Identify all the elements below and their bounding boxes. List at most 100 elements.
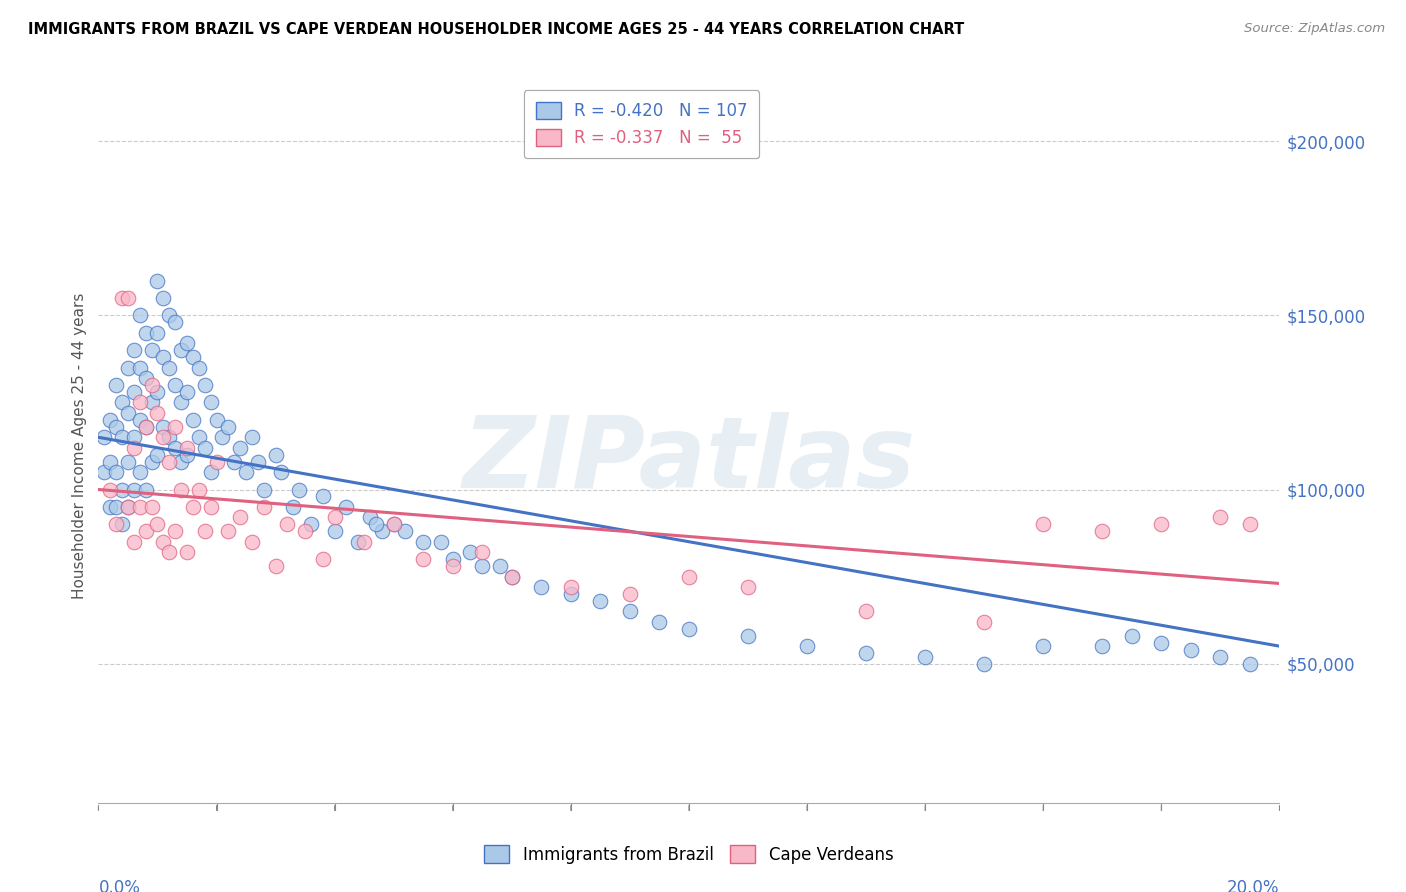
Point bbox=[181, 500, 204, 514]
Point bbox=[117, 406, 139, 420]
Point bbox=[501, 569, 523, 583]
Point bbox=[364, 517, 387, 532]
Point bbox=[105, 517, 128, 532]
Point bbox=[152, 534, 174, 549]
Point bbox=[312, 490, 335, 504]
Point bbox=[128, 309, 150, 323]
Point bbox=[128, 500, 150, 514]
Point bbox=[105, 420, 128, 434]
Point bbox=[128, 413, 150, 427]
Point bbox=[264, 448, 287, 462]
Point bbox=[205, 455, 228, 469]
Text: 20.0%: 20.0% bbox=[1227, 880, 1279, 892]
Point bbox=[973, 657, 995, 671]
Point bbox=[146, 326, 169, 340]
Point bbox=[276, 517, 298, 532]
Point bbox=[335, 500, 357, 514]
Point bbox=[194, 378, 217, 392]
Point bbox=[489, 559, 512, 574]
Point bbox=[157, 430, 180, 444]
Point bbox=[240, 430, 263, 444]
Point bbox=[294, 524, 316, 539]
Legend: R = -0.420   N = 107, R = -0.337   N =  55: R = -0.420 N = 107, R = -0.337 N = 55 bbox=[524, 90, 759, 159]
Point bbox=[1091, 524, 1114, 539]
Point bbox=[122, 385, 145, 400]
Point bbox=[382, 517, 405, 532]
Point bbox=[170, 455, 193, 469]
Point bbox=[157, 455, 180, 469]
Point bbox=[412, 534, 434, 549]
Point bbox=[200, 395, 222, 409]
Point bbox=[135, 326, 157, 340]
Point bbox=[141, 343, 163, 358]
Point bbox=[152, 430, 174, 444]
Point bbox=[105, 378, 128, 392]
Point bbox=[141, 378, 163, 392]
Point bbox=[471, 559, 494, 574]
Point bbox=[157, 309, 180, 323]
Point bbox=[141, 455, 163, 469]
Point bbox=[1032, 517, 1054, 532]
Point bbox=[347, 534, 370, 549]
Point bbox=[135, 371, 157, 385]
Text: 0.0%: 0.0% bbox=[98, 880, 141, 892]
Point bbox=[122, 441, 145, 455]
Point bbox=[111, 291, 134, 305]
Point bbox=[796, 639, 818, 653]
Point bbox=[353, 534, 375, 549]
Point bbox=[122, 343, 145, 358]
Point bbox=[619, 604, 641, 618]
Point bbox=[170, 395, 193, 409]
Text: Source: ZipAtlas.com: Source: ZipAtlas.com bbox=[1244, 22, 1385, 36]
Point bbox=[855, 604, 877, 618]
Point bbox=[98, 455, 121, 469]
Point bbox=[560, 587, 582, 601]
Point bbox=[122, 430, 145, 444]
Point bbox=[98, 413, 121, 427]
Point bbox=[194, 524, 217, 539]
Point bbox=[312, 552, 335, 566]
Point bbox=[229, 510, 252, 524]
Point bbox=[246, 455, 269, 469]
Point bbox=[135, 420, 157, 434]
Point bbox=[117, 500, 139, 514]
Point bbox=[194, 441, 217, 455]
Point bbox=[288, 483, 311, 497]
Point bbox=[170, 343, 193, 358]
Point bbox=[235, 465, 257, 479]
Point bbox=[176, 336, 198, 351]
Point bbox=[181, 413, 204, 427]
Point bbox=[146, 517, 169, 532]
Point bbox=[111, 430, 134, 444]
Point bbox=[1209, 649, 1232, 664]
Point bbox=[146, 406, 169, 420]
Point bbox=[253, 483, 276, 497]
Point bbox=[157, 360, 180, 375]
Point bbox=[394, 524, 416, 539]
Point bbox=[200, 500, 222, 514]
Point bbox=[122, 483, 145, 497]
Point bbox=[471, 545, 494, 559]
Point bbox=[973, 615, 995, 629]
Point bbox=[128, 395, 150, 409]
Point bbox=[460, 545, 482, 559]
Point bbox=[240, 534, 263, 549]
Point bbox=[187, 430, 209, 444]
Point bbox=[430, 534, 453, 549]
Point bbox=[737, 629, 759, 643]
Point bbox=[371, 524, 394, 539]
Point bbox=[283, 500, 305, 514]
Point bbox=[152, 420, 174, 434]
Point bbox=[217, 524, 239, 539]
Point bbox=[382, 517, 405, 532]
Point bbox=[117, 455, 139, 469]
Point bbox=[128, 360, 150, 375]
Point bbox=[165, 524, 187, 539]
Point bbox=[187, 360, 209, 375]
Point bbox=[1032, 639, 1054, 653]
Point bbox=[135, 483, 157, 497]
Point bbox=[299, 517, 322, 532]
Point bbox=[105, 465, 128, 479]
Point bbox=[855, 646, 877, 660]
Point bbox=[128, 465, 150, 479]
